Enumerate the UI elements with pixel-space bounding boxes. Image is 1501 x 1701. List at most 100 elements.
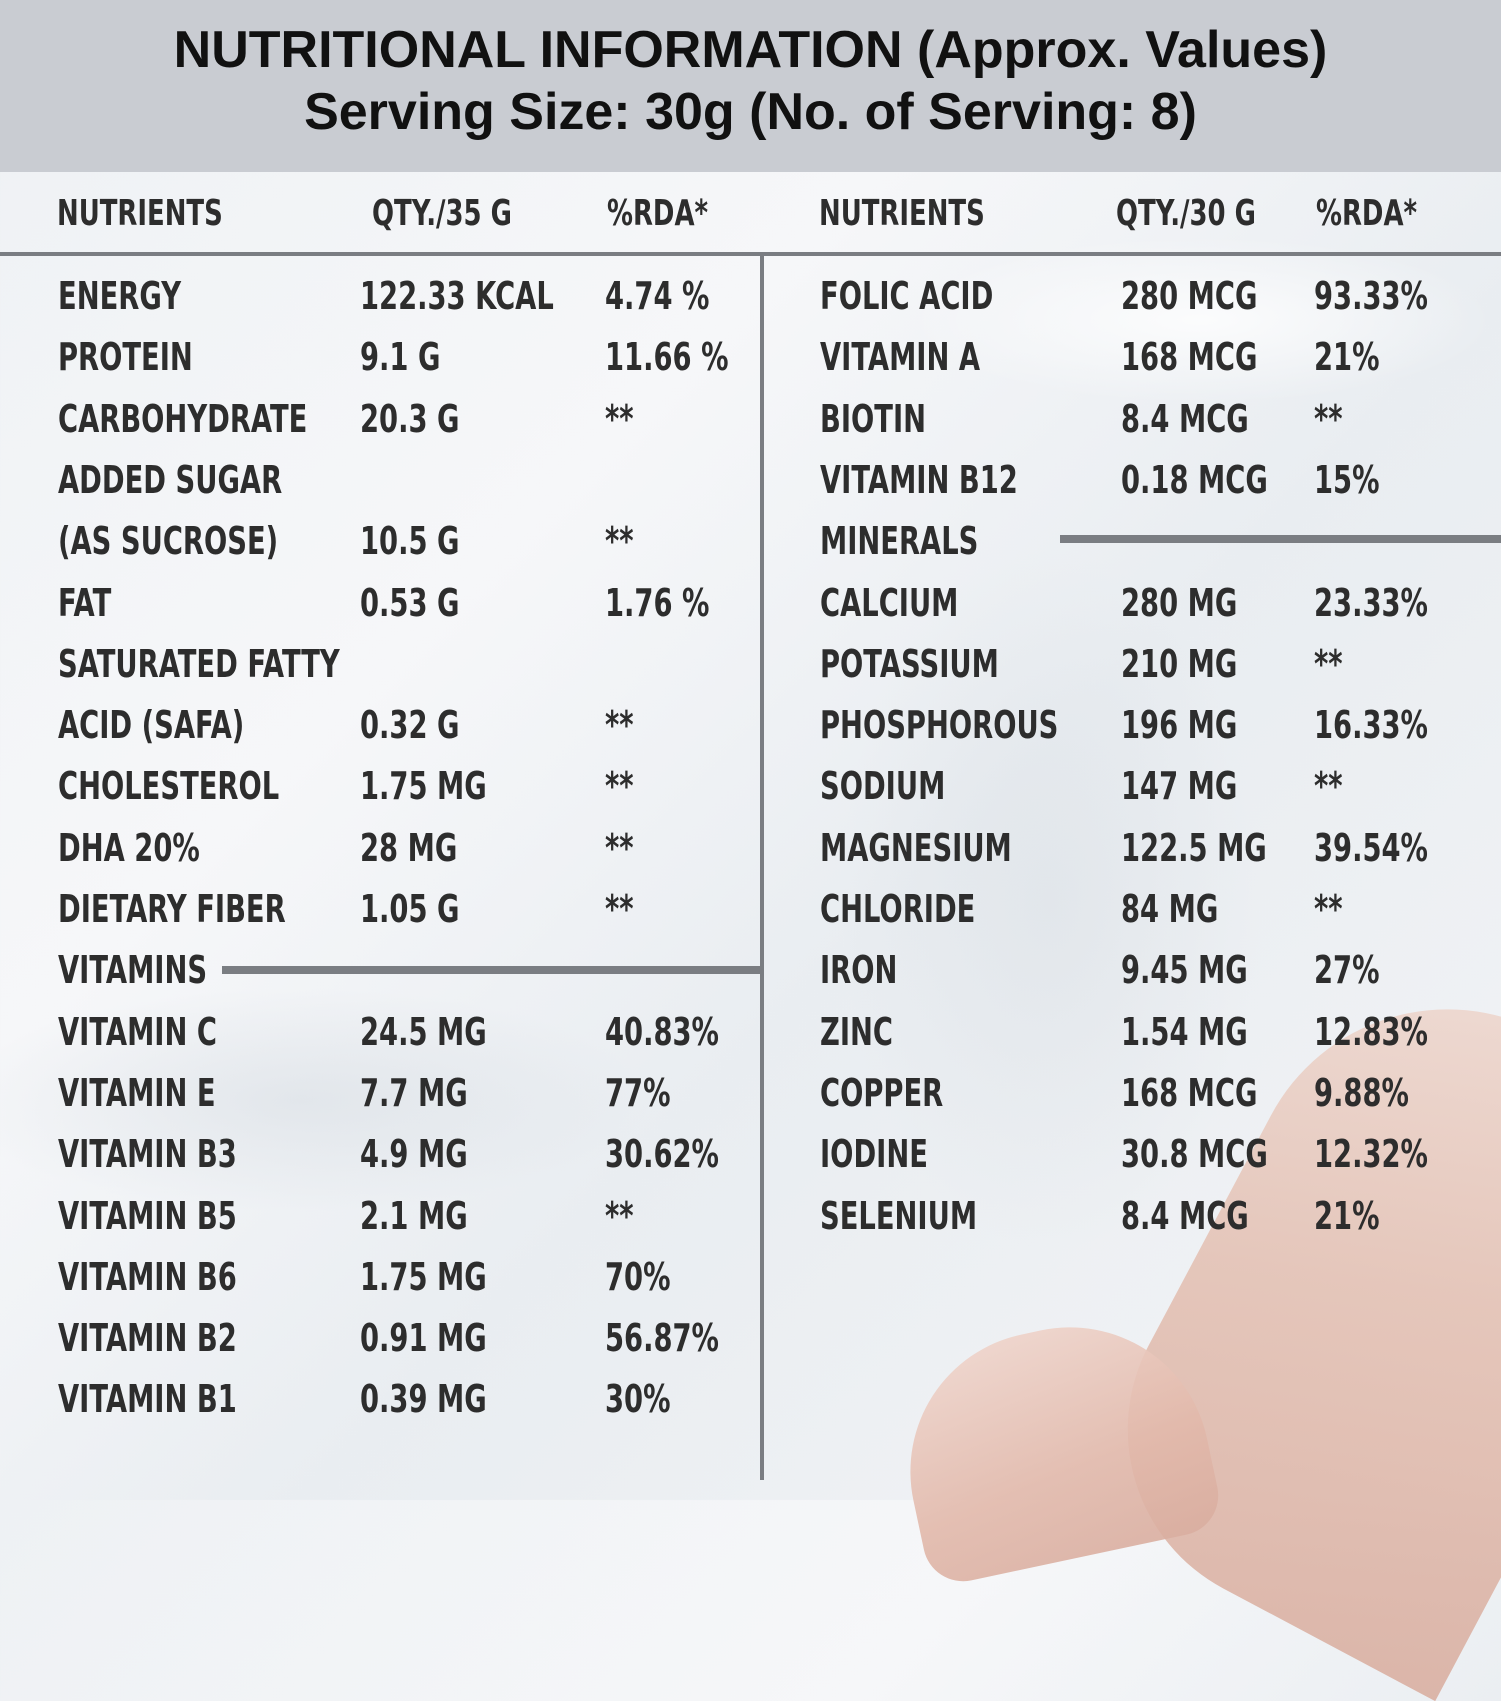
right-nutrient-name: IRON xyxy=(820,948,898,992)
left-nutrient-name: ENERGY xyxy=(58,274,182,318)
left-nutrient-name: FAT xyxy=(58,581,112,625)
right-nutrient-name: FOLIC ACID xyxy=(820,274,994,318)
right-nutrient-qty: 280 MG xyxy=(1121,581,1238,625)
left-nutrient-qty: 24.5 MG xyxy=(360,1010,487,1054)
left-nutrient-rda: 77% xyxy=(605,1071,671,1115)
right-nutrient-qty: 9.45 MG xyxy=(1121,948,1248,992)
left-nutrient-name: VITAMIN C xyxy=(58,1010,217,1054)
left-nutrient-qty: 0.53 G xyxy=(360,581,460,625)
left-nutrient-name: SATURATED FATTY xyxy=(58,642,340,686)
right-nutrient-qty: 147 MG xyxy=(1121,764,1238,808)
right-nutrient-rda: 21% xyxy=(1314,335,1380,379)
right-nutrient-name: CALCIUM xyxy=(820,581,959,625)
left-nutrient-rda: ** xyxy=(605,703,634,747)
right-nutrient-qty: 8.4 MCG xyxy=(1121,397,1249,441)
left-nutrient-qty: 1.75 MG xyxy=(360,1255,487,1299)
right-nutrient-rda: 39.54% xyxy=(1314,826,1428,870)
minerals-rule xyxy=(1060,535,1501,543)
right-nutrient-rda: 15% xyxy=(1314,458,1380,502)
left-nutrient-name: VITAMIN B6 xyxy=(58,1255,237,1299)
right-nutrient-qty: 196 MG xyxy=(1121,703,1238,747)
right-nutrient-name: PHOSPHOROUS xyxy=(820,703,1059,747)
right-nutrient-qty: 8.4 MCG xyxy=(1121,1194,1249,1238)
right-nutrient-rda: 9.88% xyxy=(1314,1071,1409,1115)
left-nutrient-name: VITAMINS xyxy=(58,948,208,992)
left-nutrient-qty: 20.3 G xyxy=(360,397,460,441)
left-nutrient-rda: ** xyxy=(605,397,634,441)
right-header-rda: %RDA* xyxy=(1316,193,1418,234)
right-nutrient-qty: 168 MCG xyxy=(1121,335,1258,379)
right-nutrient-name: COPPER xyxy=(820,1071,944,1115)
left-nutrient-rda: ** xyxy=(605,887,634,931)
right-nutrient-name: CHLORIDE xyxy=(820,887,976,931)
vitamins-rule xyxy=(222,966,762,974)
right-nutrient-name: MAGNESIUM xyxy=(820,826,1012,870)
left-nutrient-qty: 0.32 G xyxy=(360,703,460,747)
right-nutrient-qty: 0.18 MCG xyxy=(1121,458,1268,502)
right-nutrient-qty: 84 MG xyxy=(1121,887,1219,931)
right-header-qty: QTY./30 G xyxy=(1116,193,1256,234)
right-nutrient-rda: 23.33% xyxy=(1314,581,1428,625)
left-header-rda: %RDA* xyxy=(607,193,709,234)
left-nutrient-qty: 7.7 MG xyxy=(360,1071,468,1115)
left-nutrient-name: VITAMIN B1 xyxy=(58,1377,237,1421)
right-nutrient-name: BIOTIN xyxy=(820,397,927,441)
right-nutrient-qty: 30.8 MCG xyxy=(1121,1132,1268,1176)
right-nutrient-rda: 21% xyxy=(1314,1194,1380,1238)
right-nutrient-name: SELENIUM xyxy=(820,1194,978,1238)
left-nutrient-qty: 1.05 G xyxy=(360,887,460,931)
left-nutrient-qty: 1.75 MG xyxy=(360,764,487,808)
left-nutrient-qty: 0.39 MG xyxy=(360,1377,487,1421)
page-title: NUTRITIONAL INFORMATION (Approx. Values) xyxy=(173,21,1328,79)
left-nutrient-name: VITAMIN B5 xyxy=(58,1194,237,1238)
right-nutrient-qty: 122.5 MG xyxy=(1121,826,1267,870)
left-header-nutrients: NUTRIENTS xyxy=(57,193,223,234)
right-nutrient-name: ZINC xyxy=(820,1010,894,1054)
left-nutrient-rda: 30.62% xyxy=(605,1132,719,1176)
left-nutrient-rda: 56.87% xyxy=(605,1316,719,1360)
right-nutrient-qty: 1.54 MG xyxy=(1121,1010,1248,1054)
right-nutrient-rda: 93.33% xyxy=(1314,274,1428,318)
right-nutrient-rda: ** xyxy=(1314,397,1343,441)
left-nutrient-name: DIETARY FIBER xyxy=(58,887,286,931)
left-nutrient-name: DHA 20% xyxy=(58,826,200,870)
left-nutrient-rda: 1.76 % xyxy=(605,581,710,625)
left-nutrient-qty: 10.5 G xyxy=(360,519,460,563)
column-divider xyxy=(760,256,764,1480)
right-nutrient-rda: ** xyxy=(1314,764,1343,808)
left-nutrient-name: VITAMIN E xyxy=(58,1071,216,1115)
serving-size: Serving Size: 30g (No. of Serving: 8) xyxy=(304,83,1197,141)
left-nutrient-rda: 30% xyxy=(605,1377,671,1421)
left-nutrient-rda: ** xyxy=(605,519,634,563)
right-nutrient-name: SODIUM xyxy=(820,764,946,808)
left-nutrient-rda: 70% xyxy=(605,1255,671,1299)
right-nutrient-name: POTASSIUM xyxy=(820,642,999,686)
left-nutrient-name: CARBOHYDRATE xyxy=(58,397,308,441)
left-nutrient-name: ACID (SAFA) xyxy=(58,703,245,747)
left-nutrient-rda: 40.83% xyxy=(605,1010,719,1054)
left-nutrient-name: PROTEIN xyxy=(58,335,193,379)
left-nutrient-rda: ** xyxy=(605,826,634,870)
left-nutrient-rda: 4.74 % xyxy=(605,274,710,318)
right-nutrient-rda: ** xyxy=(1314,887,1343,931)
left-nutrient-rda: ** xyxy=(605,764,634,808)
right-nutrient-rda: 12.32% xyxy=(1314,1132,1428,1176)
left-nutrient-qty: 122.33 KCAL xyxy=(360,274,554,318)
left-header-qty: QTY./35 G xyxy=(372,193,512,234)
left-nutrient-qty: 4.9 MG xyxy=(360,1132,468,1176)
header-band: NUTRITIONAL INFORMATION (Approx. Values)… xyxy=(0,0,1501,172)
left-nutrient-name: VITAMIN B3 xyxy=(58,1132,237,1176)
left-nutrient-name: CHOLESTEROL xyxy=(58,764,280,808)
left-nutrient-qty: 2.1 MG xyxy=(360,1194,468,1238)
right-header-nutrients: NUTRIENTS xyxy=(819,193,985,234)
left-nutrient-name: (AS SUCROSE) xyxy=(58,519,279,563)
left-nutrient-rda: ** xyxy=(605,1194,634,1238)
right-nutrient-name: IODINE xyxy=(820,1132,928,1176)
right-nutrient-rda: 27% xyxy=(1314,948,1380,992)
right-nutrient-rda: 16.33% xyxy=(1314,703,1428,747)
right-nutrient-name: VITAMIN B12 xyxy=(820,458,1018,502)
left-nutrient-qty: 0.91 MG xyxy=(360,1316,487,1360)
left-nutrient-name: ADDED SUGAR xyxy=(58,458,283,502)
right-nutrient-qty: 210 MG xyxy=(1121,642,1238,686)
right-nutrient-rda: 12.83% xyxy=(1314,1010,1428,1054)
